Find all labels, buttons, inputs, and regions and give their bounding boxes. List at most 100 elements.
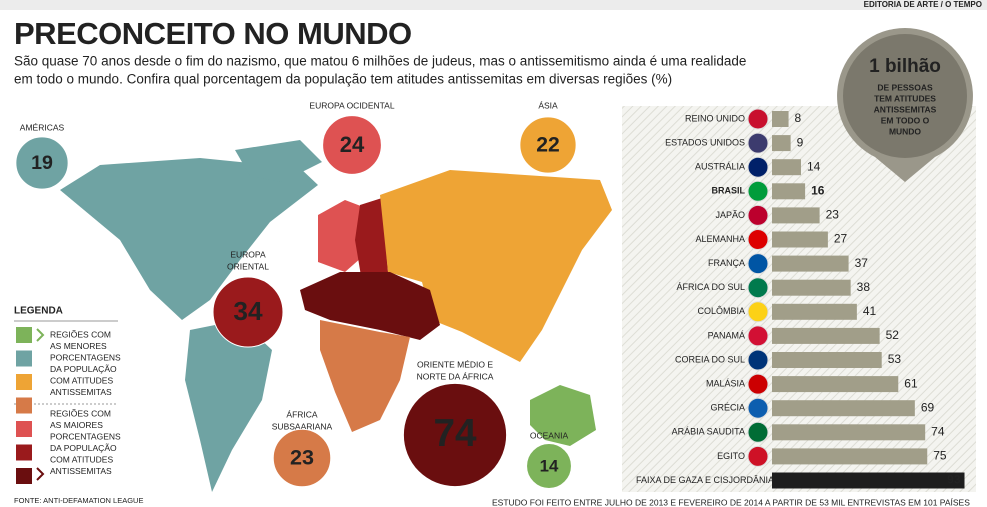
flag [747,325,769,347]
region-value: 14 [540,456,559,475]
title: PRECONCEITO NO MUNDO [14,16,412,51]
region-name: ÁFRICA [286,409,318,419]
value-label: 8 [795,111,802,125]
category-label: COLÔMBIA [697,306,745,316]
bar [772,231,828,248]
region-bubble [526,443,572,489]
legend-swatch [16,444,32,461]
flag [747,397,769,419]
callout-text: MUNDO [889,126,921,136]
callout [837,28,973,182]
legend-swatch [16,468,32,484]
flag [747,156,769,178]
region-name: AMÉRICAS [20,122,65,132]
value-label: 9 [797,135,804,149]
legend-arrow [36,467,45,481]
region-name: ORIENTE MÉDIO E [417,359,493,369]
value-label: 41 [863,304,877,318]
flag [747,421,769,443]
region-value: 22 [536,134,559,157]
callout-text: EM TODO O [881,115,930,125]
legend-text: AS MAIORES [50,420,103,430]
region-name: EUROPA OCIDENTAL [309,100,394,110]
legend-text: ANTISSEMITAS [50,387,112,397]
bar [772,135,791,152]
flag [747,229,769,250]
bar [772,352,882,368]
callout-text: TEM ATITUDES [874,93,936,103]
region-bubble [519,116,577,174]
region-value: 34 [233,296,263,326]
legend-title: LEGENDA [14,306,63,317]
bar [772,472,965,489]
bar [772,376,899,393]
region-name: ORIENTAL [227,261,269,271]
flag [747,445,769,467]
category-label: FRANÇA [708,258,745,268]
flag [747,180,769,202]
category-label: JAPÃO [715,210,745,220]
legend-swatch [16,421,32,437]
category-label: ALEMANHA [695,234,745,244]
flag [747,253,769,275]
region-value: 19 [31,152,53,174]
legend-text: PORCENTAGENS [50,352,121,362]
category-label: PANAMÁ [708,330,745,340]
flag [747,108,769,130]
western-europe [318,200,370,272]
category-label: GRÉCIA [710,403,745,413]
south-america [185,320,272,492]
bar [772,448,928,465]
bar [772,159,801,176]
legend-swatch [16,350,32,367]
legend-arrow [36,328,45,342]
north-america [60,158,318,320]
legend-swatch [16,374,32,390]
subtitle-line: em todo o mundo. Confira qual porcentage… [14,72,672,87]
footnote: ESTUDO FOI FEITO ENTRE JULHO DE 2013 E F… [492,497,970,507]
value-label: 75 [933,449,947,463]
oceania [530,385,596,446]
value-label: 53 [888,352,902,366]
eastern-europe [355,198,388,282]
legend-swatch [16,327,32,343]
region-bubble [212,276,284,348]
bar [772,111,789,127]
category-label: AUSTRÁLIA [695,162,745,172]
category-label: REINO UNIDO [685,113,745,123]
value-label: 23 [826,208,840,222]
flag [747,277,769,299]
world-map [60,140,612,492]
region-name: OCEANIA [530,430,569,440]
middle-east-north-africa [300,272,440,340]
region-name: ÁSIA [538,100,558,110]
region-bubble [402,382,508,488]
category-label: ARÁBIA SAUDITA [672,427,745,437]
legend-text: COM ATITUDES [50,454,113,464]
sub-saharan-africa [320,320,410,432]
region-bubble [15,136,69,190]
flag [747,349,769,371]
value-label: 93 [947,473,961,487]
value-label: 37 [855,256,869,270]
region-name: NORTE DA ÁFRICA [417,371,494,381]
legend-swatch [16,397,32,414]
greenland [235,140,322,182]
source: FONTE: ANTI-DEFAMATION LEAGUE [14,496,143,505]
category-label: ÁFRICA DO SUL [676,282,745,292]
category-label: FAIXA DE GAZA E CISJORDÂNIA [636,475,774,485]
legend-text: AS MENORES [50,341,107,351]
region-value: 24 [340,132,365,157]
value-label: 61 [904,376,918,390]
top-strip [0,0,987,10]
value-label: 14 [807,159,821,173]
callout-disc [843,34,967,158]
legend-text: REGIÕES COM [50,329,111,339]
bar [772,327,880,344]
value-label: 74 [931,424,945,438]
region-value: 23 [290,445,314,470]
flag [747,373,769,395]
value-label: 69 [921,400,935,414]
region-name: EUROPA [230,249,266,259]
bar [772,207,820,224]
